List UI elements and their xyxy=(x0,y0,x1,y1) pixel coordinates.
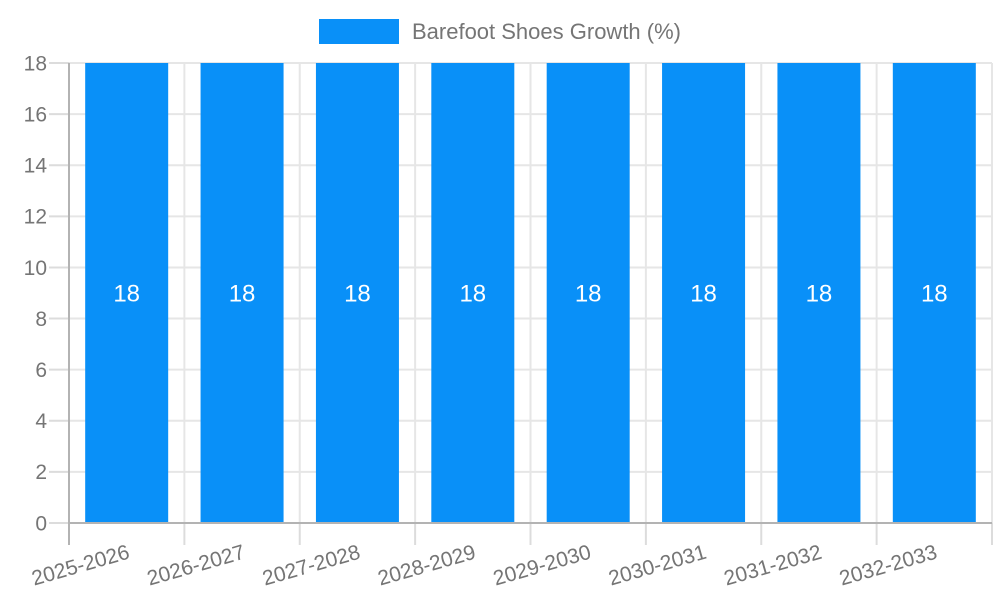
y-axis-label: 14 xyxy=(24,155,48,178)
bar-value-label: 18 xyxy=(575,280,602,307)
x-axis-label: 2028-2029 xyxy=(375,541,478,591)
legend-swatch xyxy=(318,19,399,44)
y-axis-label: 16 xyxy=(24,103,47,126)
bar[interactable] xyxy=(892,63,976,523)
y-axis-label: 10 xyxy=(24,257,47,280)
bar[interactable] xyxy=(431,63,515,523)
bar-value-label: 18 xyxy=(921,280,948,307)
bar-value-label: 18 xyxy=(113,280,140,307)
bar[interactable] xyxy=(662,63,746,523)
y-axis-label: 12 xyxy=(24,206,47,229)
bar-value-label: 18 xyxy=(806,280,833,307)
bar[interactable] xyxy=(546,63,630,523)
legend-label: Barefoot Shoes Growth (%) xyxy=(411,19,681,44)
bar[interactable] xyxy=(315,63,399,523)
y-axis-label: 2 xyxy=(35,461,47,484)
x-axis-label: 2027-2028 xyxy=(260,541,363,591)
bar[interactable] xyxy=(200,63,284,523)
y-axis-label: 0 xyxy=(35,512,47,535)
bar-value-label: 18 xyxy=(344,280,371,307)
bar[interactable] xyxy=(85,63,169,523)
x-axis-label: 2030-2031 xyxy=(606,541,709,591)
y-axis-label: 6 xyxy=(35,359,47,382)
x-axis-label: 2026-2027 xyxy=(145,541,248,591)
x-axis-label: 2032-2033 xyxy=(837,541,940,591)
x-axis-label: 2031-2032 xyxy=(721,541,824,591)
x-axis-label: 2025-2026 xyxy=(29,541,132,591)
y-axis-label: 18 xyxy=(24,52,47,75)
y-axis-label: 4 xyxy=(35,410,47,433)
bar-value-label: 18 xyxy=(459,280,486,307)
y-axis-label: 8 xyxy=(35,308,47,331)
bar-value-label: 18 xyxy=(690,280,717,307)
bar[interactable] xyxy=(777,63,861,523)
x-axis-label: 2029-2030 xyxy=(491,541,594,591)
bar-value-label: 18 xyxy=(229,280,256,307)
legend[interactable]: Barefoot Shoes Growth (%) xyxy=(0,19,1000,44)
